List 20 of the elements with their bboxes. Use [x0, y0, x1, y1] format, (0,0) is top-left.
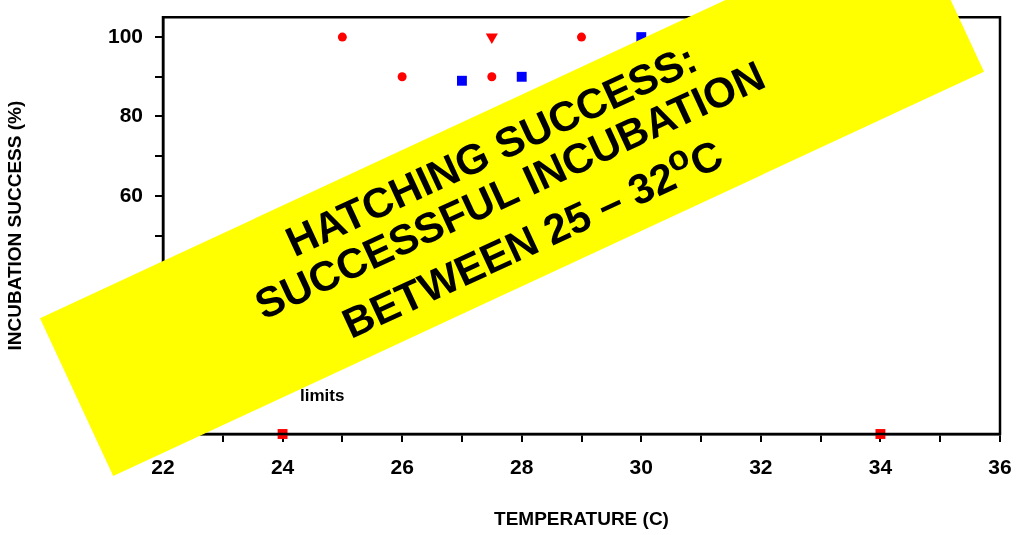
x-tick-label: 26: [390, 455, 414, 479]
x-tick-label: 36: [988, 455, 1012, 479]
x-tick-label: 30: [629, 455, 653, 479]
x-tick-label: 22: [151, 455, 175, 479]
annotation: limits: [300, 386, 345, 406]
point: [577, 32, 586, 42]
y-axis-title: INCUBATION SUCCESS (%): [3, 100, 25, 351]
x-tick-label: 34: [868, 455, 893, 479]
x-tick-label: 28: [510, 455, 534, 479]
point: [487, 72, 497, 82]
point: [337, 32, 347, 42]
y-tick-label: 100: [107, 23, 143, 47]
point: [485, 33, 498, 45]
x-axis-title: TEMPERATURE (C): [494, 507, 669, 529]
y-tick-label: 80: [119, 103, 143, 127]
y-tick-label: 60: [119, 182, 143, 206]
point: [397, 72, 407, 82]
x-tick-label: 24: [270, 455, 295, 479]
x-tick-label: 32: [749, 455, 773, 479]
point: [456, 75, 467, 86]
